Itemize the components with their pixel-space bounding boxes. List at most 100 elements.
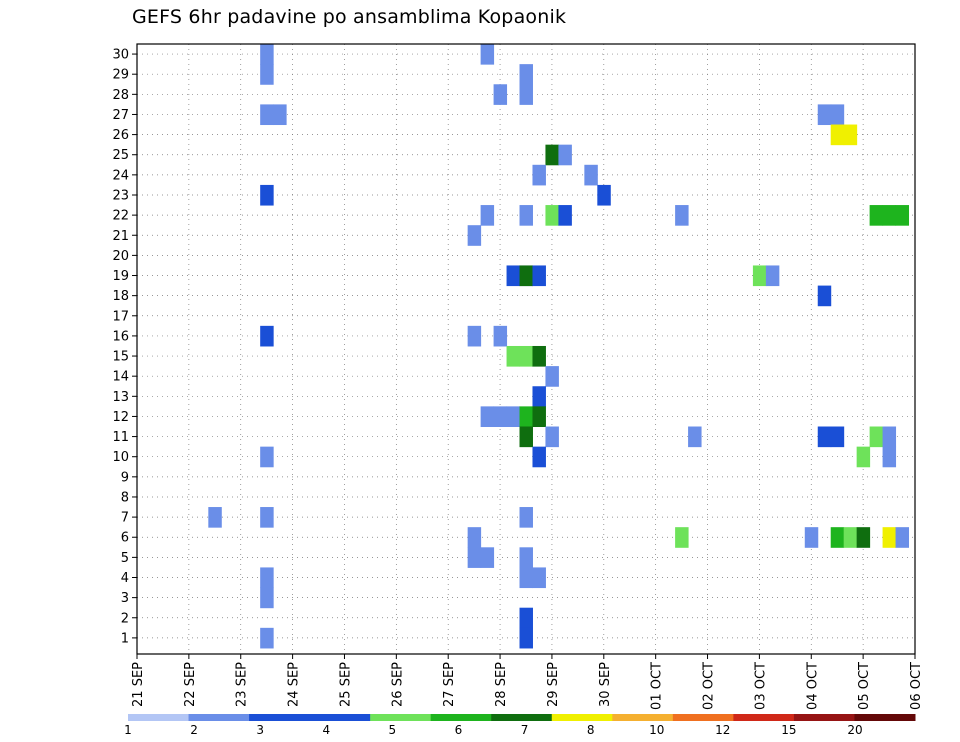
x-tick-label: 24 SEP <box>287 662 302 707</box>
y-tick-label: 10 <box>112 450 129 465</box>
legend-swatch <box>672 714 734 721</box>
data-cell <box>843 124 858 146</box>
data-cell <box>675 527 689 548</box>
data-cell <box>260 627 274 649</box>
data-cell <box>882 446 897 468</box>
data-cell <box>558 144 572 166</box>
legend-label: 20 <box>847 723 862 737</box>
y-tick-label: 17 <box>112 309 129 324</box>
y-tick-label: 14 <box>112 370 129 385</box>
data-cell <box>675 205 689 226</box>
data-cell <box>869 426 884 448</box>
y-tick-label: 25 <box>112 148 129 163</box>
y-tick-label: 16 <box>112 329 129 344</box>
data-cell <box>869 205 884 226</box>
data-cell <box>545 366 559 387</box>
data-cell <box>260 64 274 85</box>
data-cell <box>765 265 780 287</box>
data-cell <box>804 527 819 548</box>
y-tick-label: 29 <box>112 68 129 83</box>
data-cell <box>830 104 845 126</box>
plot-frame <box>136 43 916 655</box>
data-cell <box>532 386 546 407</box>
data-cell <box>597 184 611 206</box>
legend-swatch <box>733 714 795 721</box>
data-cell <box>532 446 546 468</box>
y-tick-label: 22 <box>112 209 129 224</box>
data-cell <box>882 426 897 448</box>
data-cell <box>830 124 845 146</box>
x-tick-label: 06 OCT <box>909 662 924 710</box>
y-tick-label: 11 <box>112 430 129 445</box>
y-tick-label: 6 <box>121 531 129 546</box>
x-tick-label: 30 SEP <box>598 662 613 707</box>
data-cell <box>260 184 274 206</box>
data-cell <box>506 265 521 287</box>
grid-lines <box>136 44 916 654</box>
data-cell <box>493 406 508 428</box>
legend-label: 2 <box>190 723 198 737</box>
x-tick-label: 05 OCT <box>857 662 872 710</box>
y-tick-label: 20 <box>112 249 129 264</box>
legend-label: 15 <box>781 723 796 737</box>
legend-label: 8 <box>587 723 595 737</box>
data-cell <box>260 44 274 65</box>
y-tick-label: 12 <box>112 410 129 425</box>
x-tick-label: 01 OCT <box>650 662 665 710</box>
data-cell <box>843 527 858 548</box>
data-cell <box>260 104 274 126</box>
legend-swatch <box>249 714 311 721</box>
data-cell <box>830 527 845 548</box>
data-cell <box>817 285 832 307</box>
data-cell <box>467 325 482 347</box>
data-cell <box>532 265 546 287</box>
x-tick-label: 21 SEP <box>131 662 146 707</box>
y-tick-label: 21 <box>112 229 129 244</box>
legend-label: 4 <box>322 723 330 737</box>
data-cell <box>584 164 598 186</box>
data-cell <box>817 426 832 448</box>
data-cell <box>856 527 871 548</box>
legend-label: 3 <box>256 723 264 737</box>
data-cell <box>519 406 533 428</box>
data-cell <box>519 607 533 629</box>
data-cell <box>532 164 546 186</box>
y-tick-label: 13 <box>112 390 129 405</box>
data-cell <box>817 104 832 126</box>
data-cell <box>519 345 533 367</box>
legend-swatch <box>188 714 250 721</box>
legend-swatch <box>128 714 190 721</box>
data-cell <box>480 547 495 568</box>
chart-title: GEFS 6hr padavine po ansamblima Kopaonik <box>132 6 567 28</box>
data-cell <box>260 507 274 528</box>
legend-swatch <box>370 714 432 721</box>
data-cell <box>688 426 702 448</box>
y-tick-label: 5 <box>121 551 129 566</box>
x-tick-label: 25 SEP <box>338 662 353 707</box>
legend-swatch <box>309 714 371 721</box>
x-tick-label: 04 OCT <box>805 662 820 710</box>
data-cell <box>506 345 521 367</box>
data-cell <box>273 104 287 126</box>
x-tick-label: 27 SEP <box>442 662 457 707</box>
y-tick-label: 7 <box>121 511 129 526</box>
y-axis: 1234567891011121314151617181920212223242… <box>112 48 137 646</box>
data-cell <box>532 345 546 367</box>
y-tick-label: 8 <box>121 490 129 505</box>
data-cell <box>830 426 845 448</box>
y-tick-label: 9 <box>121 470 129 485</box>
data-cell <box>467 547 482 568</box>
legend-swatch <box>430 714 492 721</box>
legend-swatch <box>793 714 855 721</box>
data-cell <box>882 205 897 226</box>
y-tick-label: 2 <box>121 611 129 626</box>
data-cell <box>895 527 910 548</box>
data-cell <box>519 567 533 589</box>
y-tick-label: 26 <box>112 128 129 143</box>
legend-label: 10 <box>649 723 664 737</box>
data-cell <box>519 265 533 287</box>
x-tick-label: 02 OCT <box>702 662 717 710</box>
data-cell <box>467 527 482 548</box>
y-tick-label: 28 <box>112 88 129 103</box>
